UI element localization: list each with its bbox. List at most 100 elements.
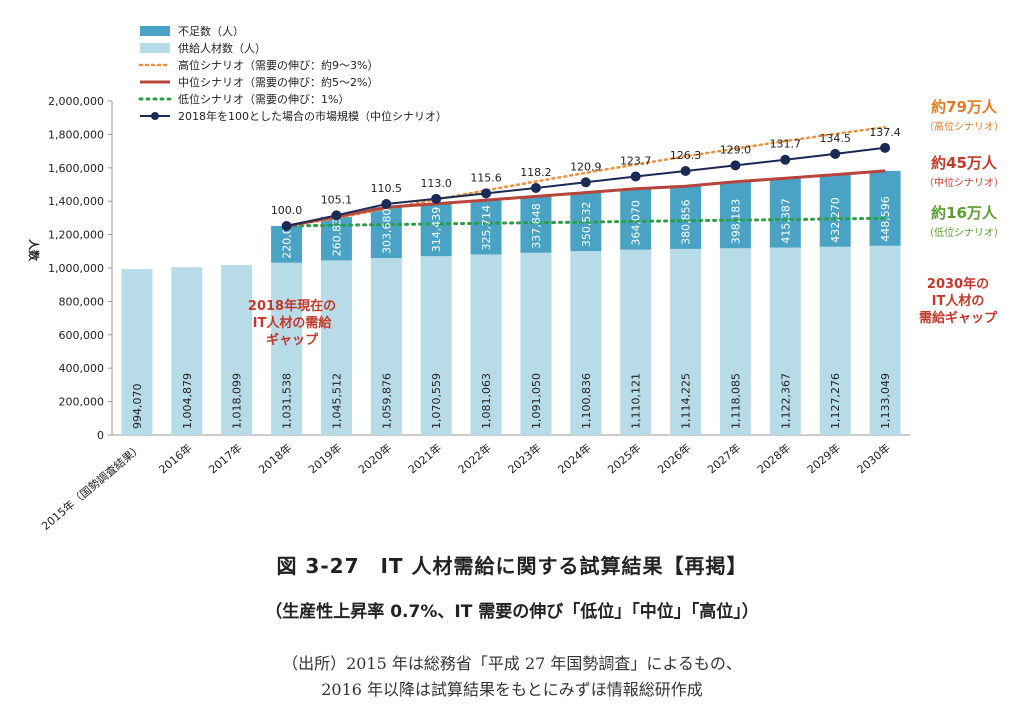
legend-label: 2018年を100とした場合の市場規模（中位シナリオ） <box>178 109 447 123</box>
market-index-label: 115.6 <box>470 171 502 184</box>
mid-gap-value: 約45万人 <box>931 154 998 172</box>
market-index-label: 131.7 <box>770 138 802 151</box>
gap-2018-annotation: IT人材の需給 <box>253 315 333 331</box>
supply-bar <box>320 260 352 435</box>
shortage-value-label: 415,387 <box>779 198 792 244</box>
market-index-label: 120.9 <box>570 160 602 173</box>
market-scale-point <box>381 199 392 210</box>
x-tick-label: 2024年 <box>555 441 594 477</box>
y-tick-label: 2,000,000 <box>48 95 104 108</box>
low-scenario-line <box>285 216 887 228</box>
y-tick-label: 1,600,000 <box>48 162 104 175</box>
supply-bar <box>171 267 203 435</box>
legend-label: 不足数（人） <box>178 25 244 38</box>
supply-bar <box>869 245 901 435</box>
supply-value-label: 1,059,876 <box>380 373 393 429</box>
x-tick-label: 2023年 <box>505 441 544 477</box>
y-tick-label: 800,000 <box>59 295 105 308</box>
market-scale-point <box>481 188 492 199</box>
shortage-value-label: 380,856 <box>680 199 693 245</box>
figure-subtitle: （生産性上昇率 0.7%、IT 需要の伸び「低位」「中位」「高位」） <box>265 602 759 622</box>
supply-bar <box>670 248 702 435</box>
gap-2018-annotation: ギャップ <box>266 332 319 348</box>
supply-value-label: 1,091,050 <box>530 373 543 429</box>
supply-value-label: 994,070 <box>131 384 144 430</box>
supply-value-label: 1,081,063 <box>480 373 493 429</box>
supply-bar <box>370 258 402 435</box>
y-tick-label: 1,800,000 <box>48 128 104 141</box>
supply-value-label: 1,110,121 <box>630 373 643 429</box>
shortage-bar <box>370 207 402 259</box>
market-scale-point <box>780 154 791 165</box>
y-tick-label: 1,000,000 <box>48 262 104 275</box>
x-tick-label: 2015年（国勢調査結果） <box>39 441 145 533</box>
shortage-bar <box>670 185 702 249</box>
x-tick-label: 2030年 <box>854 441 893 477</box>
supply-bar <box>271 262 303 435</box>
supply-value-label: 1,031,538 <box>281 373 294 429</box>
supply-bar <box>570 251 602 435</box>
x-tick-label: 2025年 <box>605 441 644 477</box>
market-scale-point <box>281 220 292 231</box>
market-index-label: 110.5 <box>371 182 403 195</box>
gap-2030-annotation: 2030年の <box>927 276 989 292</box>
shortage-value-label: 432,270 <box>829 197 842 243</box>
market-scale-point <box>431 193 442 204</box>
market-index-label: 105.1 <box>321 193 353 206</box>
supply-value-label: 1,114,225 <box>680 373 693 429</box>
shortage-value-label: 220,000 <box>281 213 294 259</box>
supply-value-label: 1,133,049 <box>879 373 892 429</box>
y-tick-label: 400,000 <box>59 362 105 375</box>
market-scale-point <box>830 148 841 159</box>
legend-label: 中位シナリオ（需要の伸び：約5～2%） <box>178 75 378 89</box>
source-note-line1: （出所）2015 年は総務省「平成 27 年国勢調査」によるもの、 <box>282 654 742 673</box>
shortage-value-label: 337,848 <box>530 203 543 249</box>
market-scale-point <box>331 210 342 221</box>
source-note-line2: 2016 年以降は試算結果をもとにみずほ情報総研作成 <box>321 680 703 699</box>
x-tick-label: 2028年 <box>754 441 793 477</box>
supply-bar <box>221 264 253 435</box>
legend-swatch-supply <box>140 43 170 53</box>
shortage-value-label: 398,183 <box>729 199 742 245</box>
x-tick-label: 2017年 <box>206 441 245 477</box>
market-index-label: 126.3 <box>670 149 702 162</box>
y-tick-label: 600,000 <box>59 329 105 342</box>
supply-value-label: 1,070,559 <box>430 373 443 429</box>
market-index-label: 118.2 <box>520 166 552 179</box>
low-gap-value: 約16万人 <box>931 204 998 222</box>
x-tick-label: 2016年 <box>156 441 195 477</box>
mid-gap-label: （中位シナリオ） <box>924 176 1004 189</box>
shortage-bar <box>520 196 552 253</box>
supply-bar <box>520 252 552 435</box>
shortage-bar <box>271 225 303 263</box>
y-tick-label: 1,400,000 <box>48 195 104 208</box>
shortage-bar <box>719 181 751 249</box>
y-tick-label: 200,000 <box>59 396 105 409</box>
shortage-bar <box>620 188 652 250</box>
legend-swatch-shortage <box>140 26 170 36</box>
shortage-bar <box>819 174 851 247</box>
legend-label: 供給人材数（人） <box>178 41 266 55</box>
x-tick-label: 2019年 <box>305 441 344 477</box>
shortage-bar <box>769 178 801 248</box>
legend-label: 低位シナリオ（需要の伸び：1%） <box>178 92 349 106</box>
supply-bar <box>620 249 652 435</box>
shortage-bar <box>470 200 502 255</box>
market-scale-point <box>880 142 891 153</box>
supply-value-label: 1,122,367 <box>779 373 792 429</box>
supply-value-label: 1,045,512 <box>330 373 343 429</box>
y-tick-label: 1,200,000 <box>48 229 104 242</box>
supply-value-label: 1,004,879 <box>181 373 194 429</box>
market-scale-point <box>580 177 591 188</box>
supply-bar <box>420 256 452 435</box>
shortage-value-label: 448,596 <box>879 196 892 242</box>
gap-2030-annotation: IT人材の <box>932 293 985 309</box>
supply-bar <box>819 246 851 435</box>
supply-value-label: 1,018,099 <box>231 373 244 429</box>
gap-2030-annotation: 需給ギャップ <box>919 310 998 326</box>
gap-2018-annotation: 2018年現在の <box>248 298 336 314</box>
shortage-value-label: 350,532 <box>580 202 593 248</box>
shortage-value-label: 314,439 <box>430 207 443 253</box>
x-tick-label: 2027年 <box>704 441 743 477</box>
supply-value-label: 1,118,085 <box>729 373 742 429</box>
